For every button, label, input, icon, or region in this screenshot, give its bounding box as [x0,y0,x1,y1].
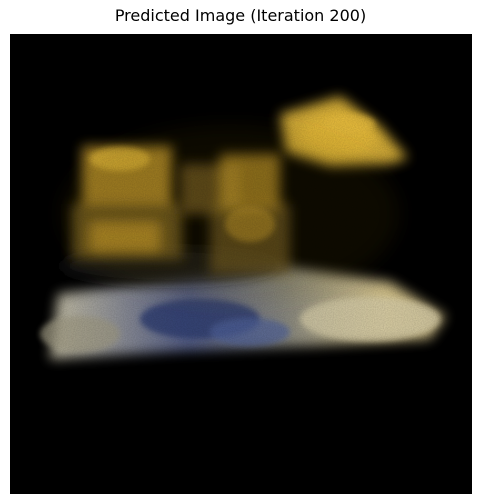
predicted-image-render [10,34,472,494]
figure-title: Predicted Image (Iteration 200) [114,6,367,25]
grain-overlay [10,34,472,494]
predicted-image [10,34,472,494]
